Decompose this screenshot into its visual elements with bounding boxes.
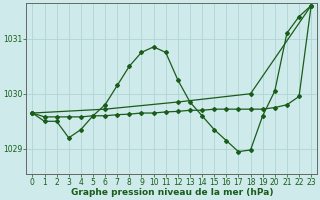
X-axis label: Graphe pression niveau de la mer (hPa): Graphe pression niveau de la mer (hPa) [70,188,273,197]
